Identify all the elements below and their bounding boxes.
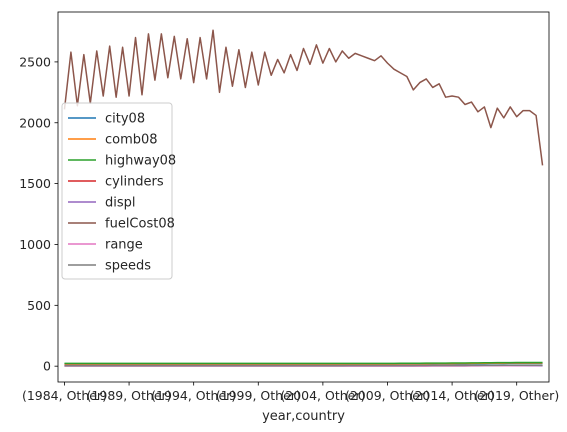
x-tick-label: (1999, Other) <box>216 388 301 403</box>
plot-frame <box>57 11 550 383</box>
y-tick-label: 2000 <box>19 115 51 130</box>
x-tick-label: (2009, Other) <box>345 388 430 403</box>
y-tick-label: 1500 <box>19 176 51 191</box>
series-line-fuelCost08 <box>63 29 544 166</box>
legend-label-speeds: speeds <box>105 259 151 274</box>
plot-lines <box>63 29 544 367</box>
y-axis: 0 500 1000 1500 2000 2500 <box>19 54 58 374</box>
x-tick-label: (2019, Other) <box>474 388 559 403</box>
legend-label-displ: displ <box>105 196 136 211</box>
x-tick-label: (1994, Other) <box>151 388 236 403</box>
legend: city08 comb08 highway08 cylinders displ fuelC… <box>61 102 176 280</box>
y-tick-label: 0 <box>43 359 51 374</box>
y-tick-label: 1000 <box>19 237 51 252</box>
series-line-highway08 <box>64 361 543 365</box>
y-tick-label: 500 <box>27 298 51 313</box>
y-tick-label: 2500 <box>19 54 51 69</box>
x-axis: (1984, Other)(1989, Other)(1994, Other)(… <box>22 382 559 403</box>
legend-label-highway08: highway08 <box>105 154 176 169</box>
x-tick-label: (2014, Other) <box>410 388 495 403</box>
x-tick-label: (1989, Other) <box>87 388 172 403</box>
legend-label-city08: city08 <box>105 112 145 127</box>
x-tick-label: (2004, Other) <box>280 388 365 403</box>
x-axis-label: year,country <box>262 409 345 424</box>
x-tick-label: (1984, Other) <box>22 388 107 403</box>
legend-label-fuelCost08: fuelCost08 <box>105 217 175 232</box>
legend-label-range: range <box>105 238 143 253</box>
legend-box <box>61 102 173 280</box>
legend-label-cylinders: cylinders <box>105 175 164 190</box>
legend-label-comb08: comb08 <box>105 133 158 148</box>
